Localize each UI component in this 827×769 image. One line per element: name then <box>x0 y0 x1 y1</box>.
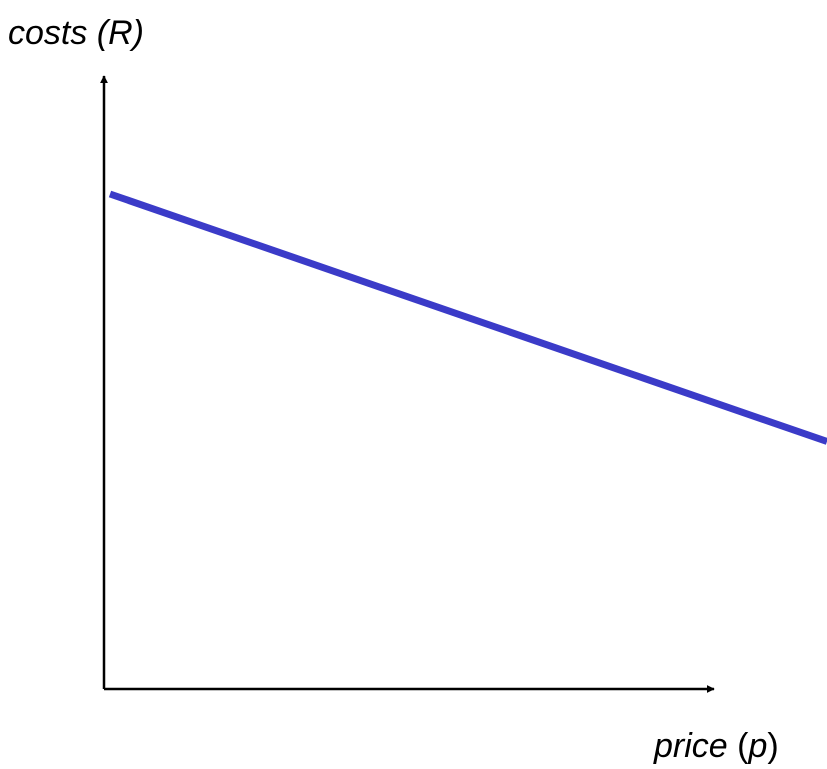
x-axis-title-symbol: p <box>747 727 767 765</box>
series-line-1 <box>108 190 827 445</box>
y-axis-title: costs (R) <box>8 14 144 52</box>
x-axis-title: price (p) <box>653 727 779 765</box>
series-layer <box>108 190 827 445</box>
x-axis-title-open-paren: ( <box>728 727 749 765</box>
x-axis-title-close-paren: ) <box>767 727 778 765</box>
x-axis-title-word: price <box>653 727 728 765</box>
